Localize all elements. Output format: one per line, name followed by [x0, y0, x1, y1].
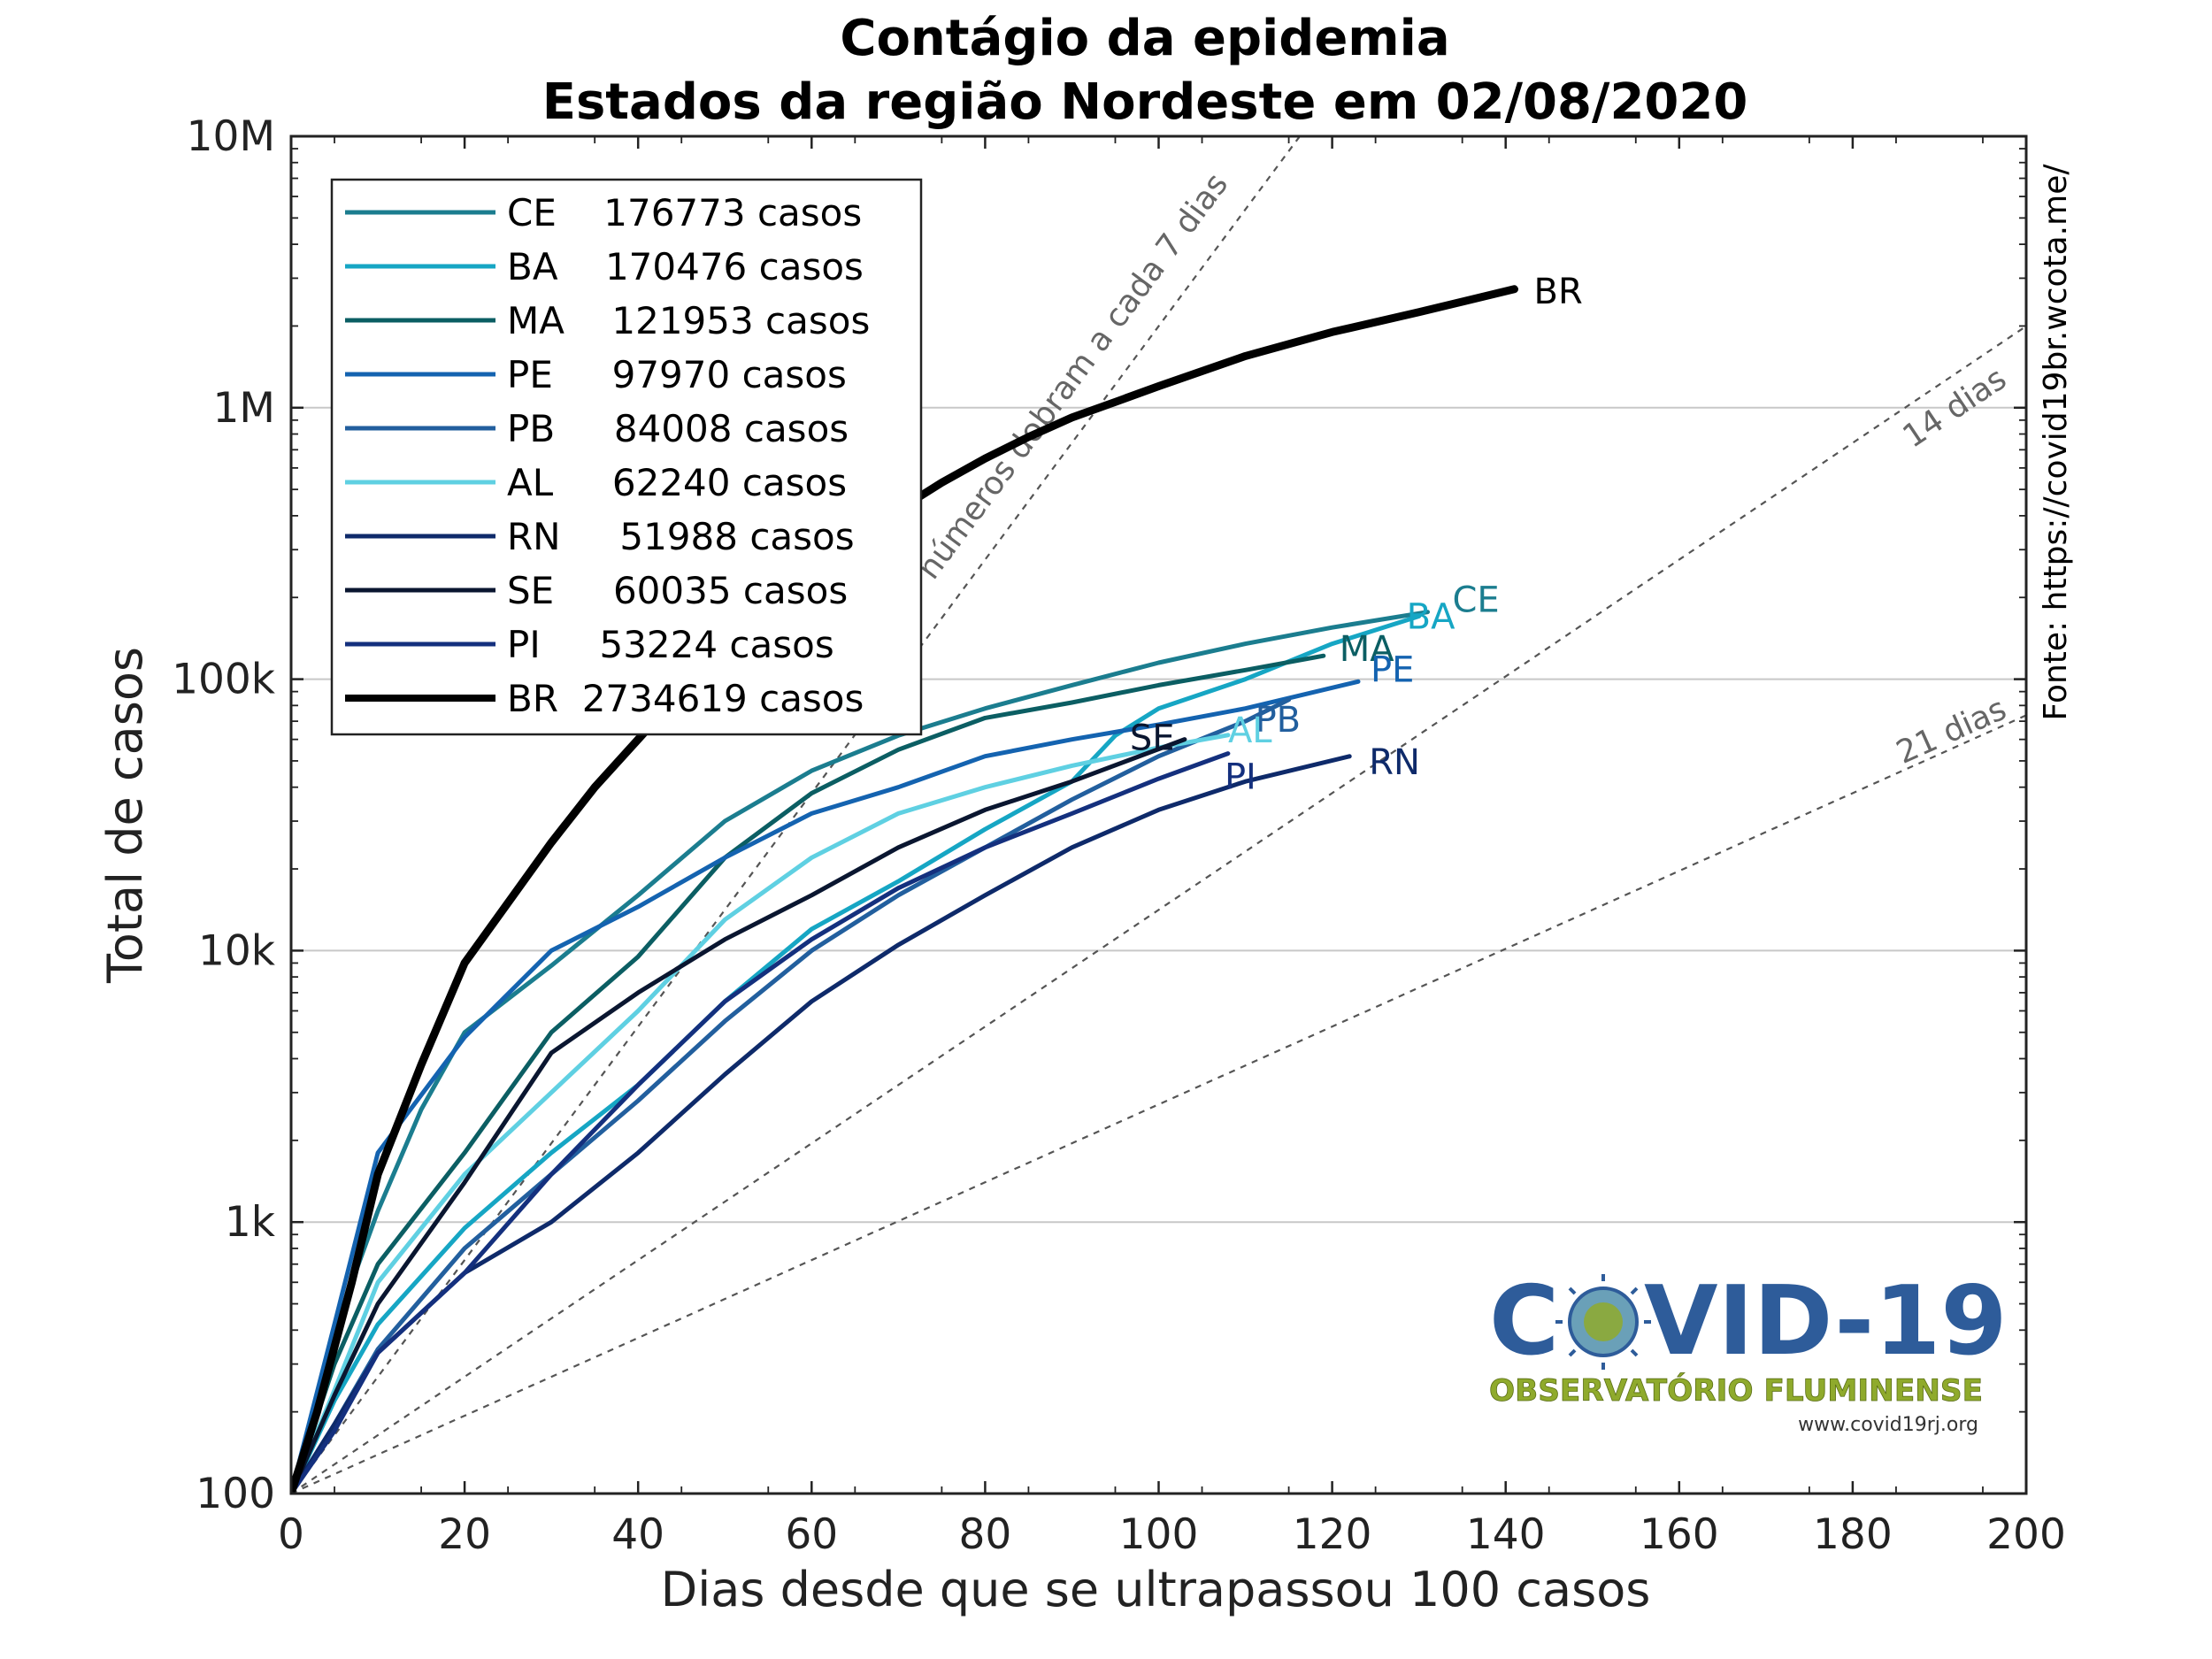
logo-url: www.covid19rj.org: [1798, 1414, 1978, 1436]
series-line-ba: [291, 614, 1422, 1494]
x-tick-label: 100: [1119, 1510, 1199, 1559]
source-label: Fonte: https://covid19br.wcota.me/: [2038, 164, 2074, 721]
chart-subtitle: Estados da região Nordeste em 02/08/2020: [542, 73, 1748, 131]
x-tick-label: 60: [785, 1510, 838, 1559]
end-label-br: BR: [1534, 272, 1583, 312]
series-line-ce: [291, 610, 1430, 1494]
x-tick-label: 80: [958, 1510, 1011, 1559]
y-tick-label: 100k: [172, 656, 276, 704]
doubling-guides: [291, 136, 2026, 1494]
x-tick-label: 180: [1813, 1510, 1893, 1559]
x-tick-label: 0: [278, 1510, 304, 1559]
x-axis-label: Dias desde que se ultrapassou 100 casos: [661, 1562, 1651, 1617]
x-tick-label: 40: [611, 1510, 664, 1559]
y-axis-ticks: 100 1k 10k 100k 1M 10M: [172, 112, 2026, 1518]
x-tick-label: 160: [1640, 1510, 1719, 1559]
end-label-ba: BA: [1407, 597, 1455, 638]
legend-entry-pe: PE 97970 casos: [507, 353, 847, 396]
legend-entry-ce: CE 176773 casos: [507, 191, 862, 234]
end-label-se: SE: [1130, 718, 1175, 759]
end-label-pi: PI: [1225, 757, 1256, 798]
series-line-rn: [291, 754, 1352, 1494]
logo-text-left: C: [1489, 1266, 1559, 1377]
series-line-se: [291, 737, 1187, 1494]
chart-title: Contágio da epidemia: [840, 10, 1449, 67]
series-line-pb: [291, 697, 1292, 1494]
x-tick-label: 200: [1986, 1510, 2066, 1559]
logo-subtitle: OBSERVATÓRIO FLUMINENSE: [1489, 1372, 1983, 1409]
legend-entry-al: AL 62240 casos: [507, 461, 847, 504]
doubling-guide-line: [291, 325, 2026, 1494]
legend: CE 176773 casos BA 170476 casos MA 121953 …: [330, 178, 923, 736]
y-tick-label: 10M: [187, 112, 275, 161]
covid19-logo: C VID-19 OBSERVATÓRIO FLUMINENSE www.cov…: [1489, 1266, 2008, 1436]
series-line-al: [291, 733, 1231, 1494]
end-label-ce: CE: [1452, 580, 1499, 621]
end-label-pb: PB: [1256, 700, 1302, 741]
x-tick-label: 140: [1466, 1510, 1546, 1559]
y-tick-label: 1k: [225, 1198, 276, 1247]
doubling-guide-label: 21 dias: [1891, 691, 2011, 772]
end-label-rn: RN: [1369, 742, 1420, 783]
legend-entry-ma: MA 121953 casos: [507, 299, 870, 342]
y-axis-label: Total de casos: [97, 647, 153, 984]
x-axis-ticks: 0 20 40 60 80 100 120 140 160 180 200: [278, 136, 2066, 1559]
logo-text-right: VID-19: [1644, 1266, 2008, 1377]
end-label-ma: MA: [1340, 629, 1395, 670]
legend-entry-pb: PB 84008 casos: [507, 407, 849, 450]
y-tick-label: 10k: [198, 926, 276, 975]
legend-entry-ba: BA 170476 casos: [507, 245, 864, 288]
legend-entry-rn: RN 51988 casos: [507, 515, 855, 558]
series-lines: [291, 285, 1518, 1494]
y-tick-label: 100: [196, 1470, 275, 1518]
y-tick-label: 1M: [213, 384, 275, 433]
series-line-ma: [291, 653, 1326, 1494]
series-line-pi: [291, 751, 1231, 1494]
x-tick-label: 20: [438, 1510, 491, 1559]
end-label-al: AL: [1228, 710, 1272, 751]
doubling-guide-line: [291, 136, 1301, 1494]
virus-icon: [1555, 1274, 1651, 1370]
legend-entry-se: SE 60035 casos: [507, 569, 848, 612]
end-label-pe: PE: [1371, 649, 1414, 690]
x-tick-label: 120: [1293, 1510, 1372, 1559]
legend-entry-pi: PI 53224 casos: [507, 623, 834, 666]
legend-entry-br: BR 2734619 casos: [507, 677, 864, 720]
